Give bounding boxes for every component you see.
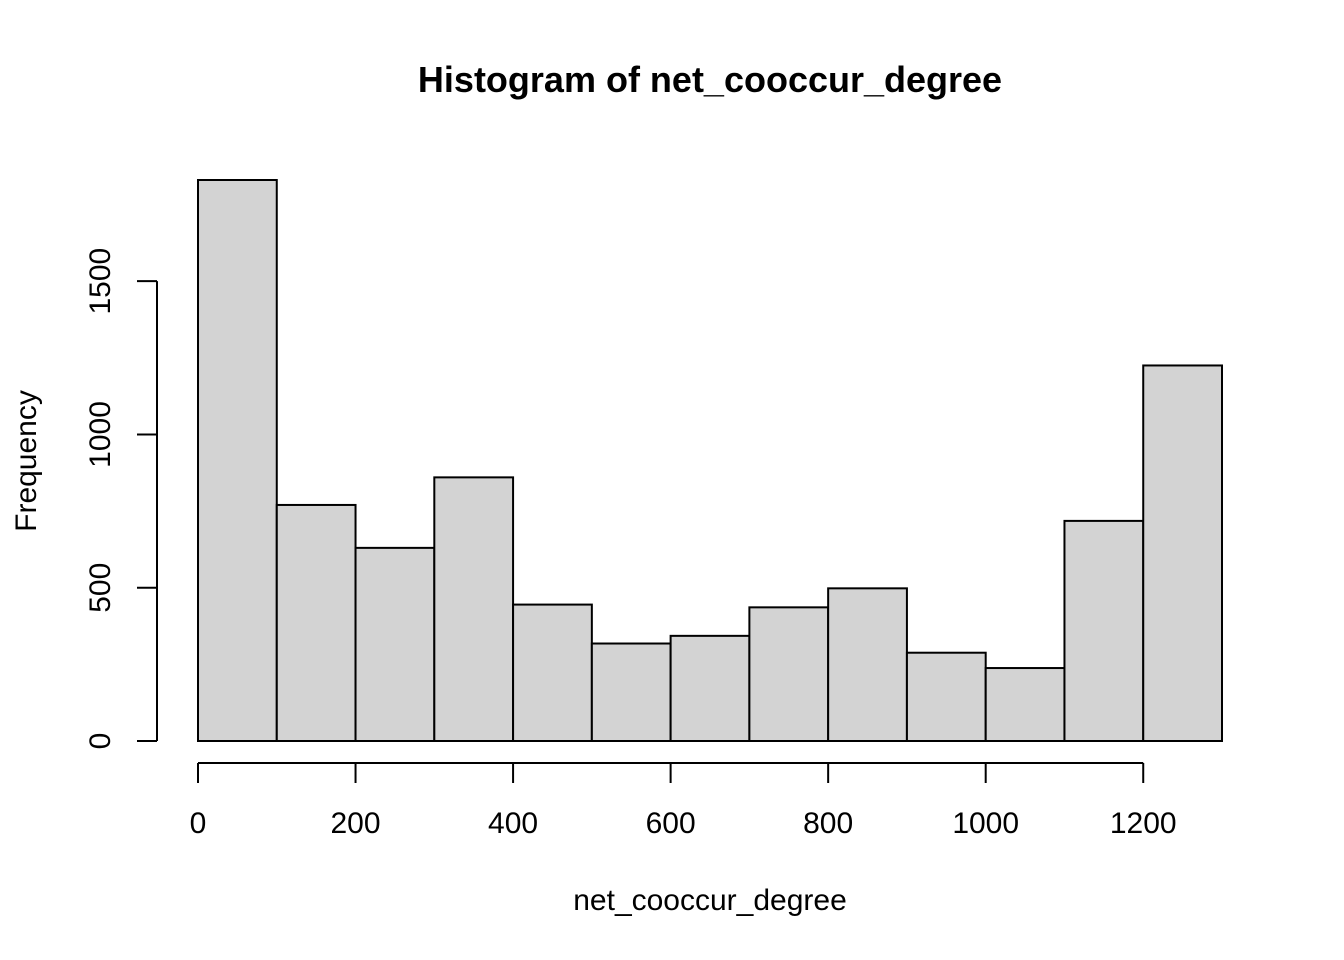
- y-tick-label: 1500: [84, 248, 117, 315]
- histogram-bar: [827, 587, 908, 742]
- histogram-bar: [275, 503, 357, 742]
- histogram-bar: [1063, 519, 1145, 742]
- y-tick-label: 500: [84, 563, 117, 613]
- y-axis-label: Frequency: [10, 390, 43, 532]
- histogram-bar: [512, 603, 593, 742]
- bars-layer: [197, 179, 1223, 743]
- histogram-bar: [748, 606, 830, 743]
- histogram-bar: [590, 642, 672, 743]
- x-tick-label: 1000: [952, 807, 1019, 840]
- y-tick-label: 0: [84, 733, 117, 750]
- histogram-bar: [1142, 364, 1223, 742]
- x-tick-label: 0: [190, 807, 207, 840]
- histogram-bar: [669, 634, 751, 743]
- histogram-bar: [354, 546, 436, 742]
- histogram-bar: [984, 667, 1066, 743]
- chart-title: Histogram of net_cooccur_degree: [418, 59, 1002, 100]
- x-tick-label: 400: [488, 807, 538, 840]
- y-axis: 0 500 1000 1500: [84, 248, 158, 750]
- histogram-bar: [197, 179, 278, 742]
- histogram-bar: [433, 476, 515, 742]
- x-tick-label: 200: [331, 807, 381, 840]
- x-tick-label: 1200: [1110, 807, 1177, 840]
- x-axis-label: net_cooccur_degree: [573, 884, 847, 917]
- x-tick-label: 600: [646, 807, 696, 840]
- y-tick-label: 1000: [84, 401, 117, 468]
- histogram-bar: [905, 651, 987, 743]
- x-tick-label: 800: [803, 807, 853, 840]
- x-axis: 0 200 400 600 800 1000 1200: [190, 762, 1177, 840]
